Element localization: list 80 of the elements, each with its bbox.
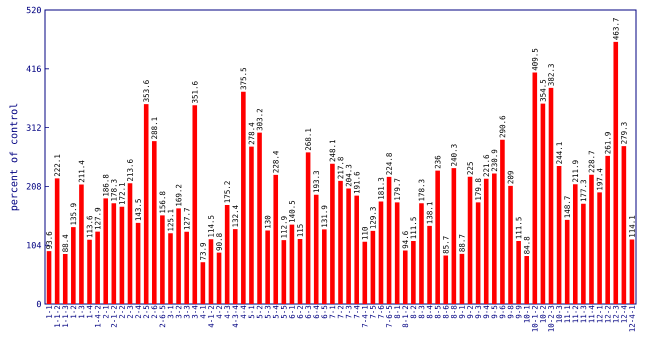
bar [62, 254, 68, 304]
bar [402, 250, 408, 304]
bar [208, 239, 214, 304]
bar [572, 184, 578, 304]
bar [622, 146, 626, 304]
bar [152, 141, 157, 304]
bar [330, 164, 335, 304]
bar [216, 252, 222, 304]
bar [468, 176, 472, 304]
bar [362, 242, 368, 304]
bar [492, 173, 497, 304]
y-tick-label: 312 [26, 124, 41, 131]
y-tick-label: 0 [36, 300, 41, 308]
y-tick-label: 208 [26, 183, 41, 190]
bar [484, 178, 489, 304]
bar [427, 226, 432, 304]
bar [524, 256, 530, 304]
bar [128, 183, 132, 304]
bar [144, 104, 148, 304]
bar [241, 92, 246, 304]
bar [564, 220, 570, 304]
bar [290, 224, 294, 304]
bar [87, 240, 92, 304]
bar [378, 201, 384, 304]
bar [540, 104, 546, 304]
bar [224, 204, 230, 304]
bar [46, 251, 52, 304]
bar [257, 132, 262, 304]
bar [500, 140, 505, 304]
bar [613, 42, 618, 304]
bar [443, 256, 448, 304]
bar [79, 184, 84, 304]
bar [354, 196, 359, 304]
bar [112, 203, 116, 304]
y-tick-label: 104 [27, 242, 42, 248]
bar [589, 174, 594, 304]
bar [265, 230, 270, 304]
bar [298, 238, 302, 304]
bar [411, 240, 416, 304]
bar [168, 233, 173, 304]
bar [452, 168, 456, 304]
bar [249, 146, 254, 304]
bar [597, 192, 602, 304]
bar [192, 105, 198, 304]
bar [314, 194, 319, 304]
bar [532, 72, 538, 304]
bar [394, 202, 400, 304]
bar [160, 215, 165, 304]
y-tick-label: 520 [26, 6, 41, 14]
bar [71, 227, 76, 304]
bar [630, 239, 634, 304]
bar [306, 152, 310, 304]
bar [120, 206, 124, 304]
bar [95, 232, 100, 304]
bar [282, 240, 286, 304]
bar [346, 188, 351, 304]
bar [103, 198, 108, 304]
y-tick-label: 416 [26, 66, 41, 72]
bar [386, 176, 392, 304]
bar [200, 262, 206, 304]
bar [184, 232, 189, 304]
bar [370, 230, 376, 304]
bar [273, 174, 278, 304]
bar [508, 186, 513, 304]
bar [548, 88, 554, 304]
bar [419, 203, 424, 304]
bar [581, 204, 586, 304]
y-axis-title: percent of control [10, 104, 20, 210]
bar [54, 178, 60, 304]
bar [322, 229, 327, 304]
bar [435, 170, 440, 304]
bar [556, 166, 562, 304]
bar [338, 180, 343, 304]
bar [460, 254, 464, 304]
bar [516, 240, 521, 304]
bar [232, 229, 238, 304]
bar [176, 208, 181, 304]
bar [136, 222, 140, 304]
bar [605, 156, 610, 304]
bar [476, 202, 480, 304]
